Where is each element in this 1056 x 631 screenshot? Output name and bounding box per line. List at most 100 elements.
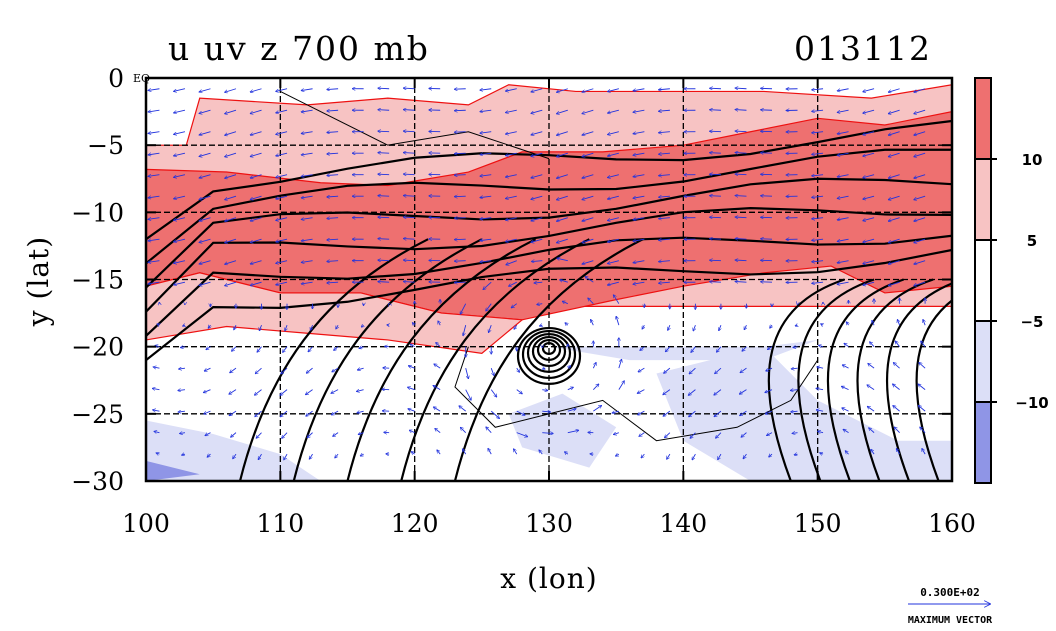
x-tick-label: 100 xyxy=(122,509,170,538)
colorbar-swatch xyxy=(974,77,992,160)
wind-vector xyxy=(819,345,824,346)
wind-vector xyxy=(178,411,186,412)
wind-vector xyxy=(582,195,594,199)
y-tick-label: −10 xyxy=(71,198,124,227)
wind-vector xyxy=(816,410,824,411)
wind-vector xyxy=(435,429,441,433)
wind-vector xyxy=(403,282,415,283)
wind-vector xyxy=(378,131,390,132)
u-band-neg-sw xyxy=(146,420,321,481)
wind-vector xyxy=(867,385,875,391)
wind-vector xyxy=(690,432,696,439)
wind-vector xyxy=(659,132,670,133)
contour-line xyxy=(146,119,952,241)
wind-vector xyxy=(148,89,160,91)
wind-vector xyxy=(842,408,849,412)
contour-line xyxy=(915,299,952,481)
wind-vector xyxy=(259,325,261,330)
reference-vector: 0.300E+02 MAXIMUM VECTOR xyxy=(908,586,993,626)
wind-vector xyxy=(301,261,313,263)
wind-vector xyxy=(919,363,926,369)
wind-vector xyxy=(148,175,160,177)
wind-vector xyxy=(567,387,573,389)
wind-vector xyxy=(688,389,696,396)
contour-line xyxy=(797,278,875,481)
wind-vector xyxy=(593,406,601,412)
wind-vector xyxy=(148,110,160,112)
wind-vector xyxy=(871,449,875,455)
chart-title: u uv z 700 mb xyxy=(168,29,430,68)
wind-vector xyxy=(231,432,237,437)
wind-vector xyxy=(812,282,824,283)
wind-vector xyxy=(514,449,518,455)
wind-vector xyxy=(378,110,390,111)
wind-vector xyxy=(327,282,339,283)
wind-vector xyxy=(480,196,492,197)
wind-vector xyxy=(837,238,849,241)
wind-vector xyxy=(837,88,849,91)
colorbar-label: 5 xyxy=(1027,232,1037,250)
wind-vector xyxy=(710,174,721,175)
wind-vector xyxy=(327,110,339,111)
wind-vector xyxy=(710,88,721,89)
wind-vector xyxy=(618,359,622,369)
wind-vector xyxy=(174,88,186,92)
wind-vector xyxy=(280,410,288,417)
wind-vector xyxy=(793,347,798,348)
wind-vector xyxy=(567,409,576,412)
wind-vector xyxy=(794,454,797,455)
wind-vector xyxy=(710,239,721,240)
wind-vector xyxy=(225,88,237,92)
wind-vector xyxy=(608,281,619,285)
wind-vector xyxy=(531,131,543,135)
wind-vector xyxy=(821,324,823,325)
wind-vector xyxy=(225,260,237,264)
contour-low-ring xyxy=(541,341,557,355)
y-tick-label: −20 xyxy=(71,333,124,362)
wind-vector xyxy=(276,217,288,221)
wind-vector xyxy=(693,325,695,331)
wind-vector xyxy=(438,321,440,326)
x-tick-label: 160 xyxy=(928,509,976,538)
wind-vector xyxy=(812,239,824,240)
wind-vector xyxy=(276,152,288,156)
wind-vector xyxy=(557,152,568,156)
wind-vector xyxy=(531,217,543,221)
wind-vector xyxy=(618,381,624,390)
wind-vector xyxy=(506,174,517,177)
wind-vector xyxy=(301,153,313,155)
wind-vector xyxy=(516,389,522,394)
wind-vector xyxy=(817,367,824,368)
wind-vector xyxy=(812,175,824,176)
wind-vector xyxy=(378,260,390,261)
wind-vector xyxy=(869,428,875,433)
wind-vector xyxy=(888,109,900,113)
wind-vector xyxy=(914,195,926,199)
wind-vector xyxy=(659,175,670,176)
wind-vector xyxy=(923,320,925,326)
wind-vector xyxy=(531,195,543,199)
wind-vector xyxy=(735,217,747,218)
wind-vector xyxy=(378,282,390,283)
wind-vector xyxy=(914,131,926,135)
wind-vector xyxy=(582,131,594,135)
wind-vector xyxy=(331,389,339,394)
wind-vector xyxy=(540,325,543,326)
wind-vector xyxy=(918,406,926,412)
wind-vector xyxy=(480,239,492,240)
wind-vector xyxy=(434,364,441,369)
contour-line xyxy=(453,238,644,481)
wind-vector xyxy=(539,450,543,455)
wind-vector xyxy=(668,324,670,330)
wind-vector xyxy=(888,195,900,199)
x-tick-label: 110 xyxy=(256,509,304,538)
wind-vector xyxy=(922,449,926,455)
wind-vector xyxy=(154,431,160,432)
wind-vector xyxy=(867,406,875,412)
wind-vector xyxy=(837,152,849,155)
wind-vector xyxy=(233,453,237,458)
contour-line xyxy=(346,238,537,481)
wind-vector xyxy=(659,261,670,262)
wind-vector xyxy=(155,345,160,346)
